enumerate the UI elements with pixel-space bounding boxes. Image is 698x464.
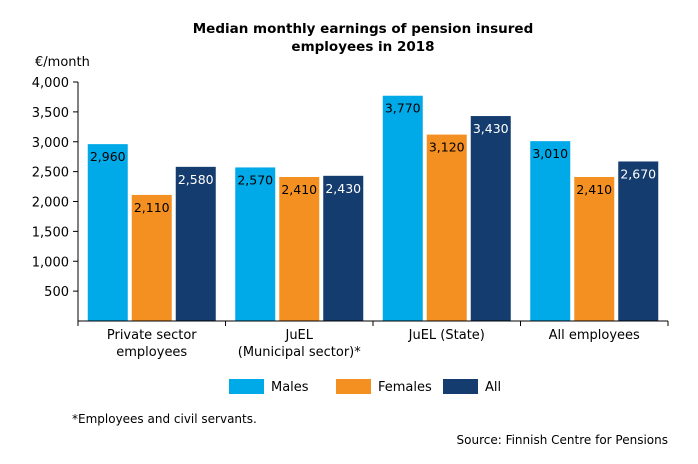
- data-label: 2,410: [576, 182, 612, 197]
- legend-swatch-males: [229, 379, 264, 394]
- y-tick-label: 1,500: [32, 225, 69, 240]
- bar-males: [87, 144, 128, 321]
- y-tick-label: 4,000: [32, 76, 69, 91]
- legend-label-all: All: [485, 380, 501, 395]
- data-label: 3,770: [385, 101, 421, 116]
- bar-females: [426, 134, 467, 321]
- data-label: 2,670: [620, 166, 656, 181]
- category-label: (Municipal sector)*: [238, 345, 361, 360]
- category-label: employees: [116, 345, 187, 360]
- footnote: *Employees and civil servants.: [72, 412, 257, 426]
- category-label: JuEL: [284, 328, 313, 343]
- y-tick-label: 500: [44, 285, 69, 300]
- bar-females: [279, 177, 320, 321]
- category-labels: Private sector employees JuEL (Municipal se…: [107, 328, 640, 360]
- data-label: 2,960: [90, 149, 126, 164]
- bar-males: [530, 141, 571, 321]
- bar-males: [382, 95, 423, 322]
- bar-all: [175, 166, 216, 321]
- data-label: 2,570: [237, 172, 273, 187]
- legend-label-females: Females: [378, 380, 432, 395]
- data-label: 3,010: [532, 146, 568, 161]
- legend-label-males: Males: [271, 380, 309, 395]
- legend-swatch-all: [443, 379, 478, 394]
- legend: Males Females All: [229, 379, 501, 395]
- source-note: Source: Finnish Centre for Pensions: [457, 433, 669, 447]
- y-tick-label: 3,000: [32, 136, 69, 151]
- legend-swatch-females: [336, 379, 371, 394]
- bar-all: [323, 175, 364, 321]
- y-tick-label: 2,000: [32, 196, 69, 211]
- axes: [77, 82, 669, 326]
- y-tick-label: 2,500: [32, 166, 69, 181]
- data-label: 3,120: [429, 140, 465, 155]
- y-axis-ticks: 500 1,000 1,500 2,000 2,500 3,000 3,500 4,000: [32, 76, 78, 300]
- bars-group: 2,960 2,110 2,580 2,570 2,410 2,430 3,770 3,120…: [87, 95, 659, 322]
- chart-title-line1: Median monthly earnings of pension insur…: [193, 21, 534, 37]
- bar-all: [618, 161, 659, 321]
- data-label: 3,430: [473, 121, 509, 136]
- category-label: Private sector: [107, 328, 197, 343]
- category-label: JuEL (State): [408, 328, 485, 343]
- y-tick-label: 1,000: [32, 255, 69, 270]
- y-tick-label: 3,500: [32, 106, 69, 121]
- data-label: 2,580: [178, 172, 214, 187]
- y-axis-label: €/month: [35, 55, 90, 70]
- bar-males: [235, 167, 276, 321]
- category-label: All employees: [549, 328, 640, 343]
- bar-females: [574, 177, 615, 321]
- data-label: 2,430: [325, 181, 361, 196]
- bar-all: [470, 116, 511, 322]
- bar-females: [131, 194, 172, 321]
- chart-title-line2: employees in 2018: [291, 39, 434, 55]
- data-label: 2,410: [281, 182, 317, 197]
- data-label: 2,110: [134, 200, 170, 215]
